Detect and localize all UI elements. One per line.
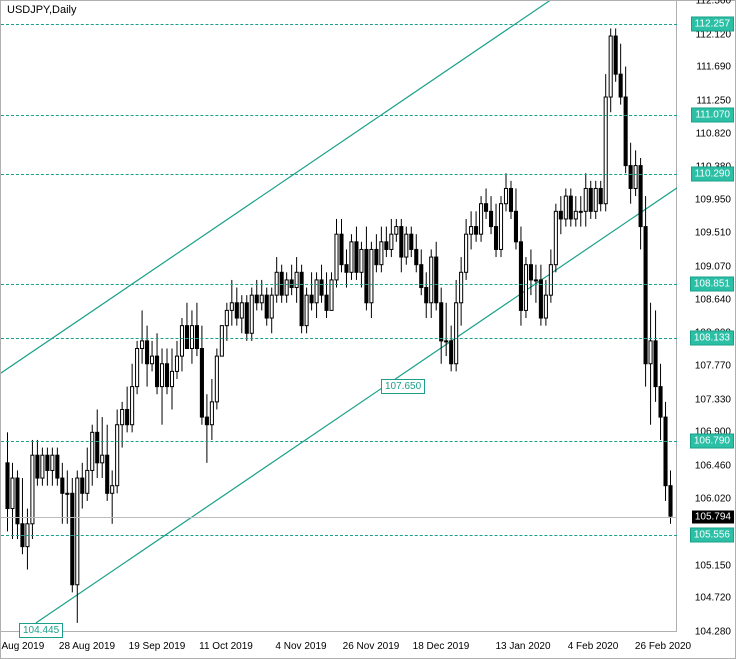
x-tick-label: 19 Sep 2019 [129, 641, 186, 652]
x-tick-label: 11 Oct 2019 [199, 641, 253, 652]
x-tick-label: 6 Aug 2019 [0, 641, 44, 652]
horizontal-level-line [1, 338, 677, 339]
y-tick-label: 105.150 [695, 560, 731, 571]
x-tick-label: 4 Feb 2020 [568, 641, 619, 652]
x-axis: 6 Aug 2019 28 Aug 2019 19 Sep 2019 11 Oct 2… [1, 630, 677, 658]
y-tick-label: 109.070 [695, 261, 731, 272]
x-tick-label: 26 Feb 2020 [635, 641, 691, 652]
y-tick-label: 106.460 [695, 460, 731, 471]
y-tick-label: 104.280 [695, 627, 731, 638]
y-tick-label: 104.720 [695, 593, 731, 604]
price-level-label: 106.790 [690, 433, 734, 448]
horizontal-level-line [1, 24, 677, 25]
y-tick-label: 107.330 [695, 394, 731, 405]
chart-plot-area[interactable]: 112.257111.070110.290108.851108.133106.7… [1, 1, 677, 632]
horizontal-level-line [1, 174, 677, 175]
chart-title: USDJPY,Daily [7, 4, 77, 16]
y-tick-label: 109.950 [695, 194, 731, 205]
price-level-label: 112.257 [691, 17, 734, 32]
chart-container: USDJPY,Daily 112.257111.070110.290108.85… [0, 0, 736, 659]
current-price-label: 105.794 [692, 510, 734, 523]
trend-line [1, 1, 621, 387]
price-level-label: 105.556 [690, 527, 734, 542]
y-tick-label: 108.640 [695, 294, 731, 305]
chart-price-label: 107.650 [381, 379, 425, 394]
x-tick-label: 26 Nov 2019 [343, 641, 400, 652]
y-tick-label: 110.820 [696, 128, 731, 139]
chart-price-label: 104.445 [19, 623, 63, 638]
chart-svg [1, 1, 677, 632]
price-level-label: 108.851 [690, 276, 734, 291]
horizontal-level-line [1, 535, 677, 536]
y-tick-label: 111.690 [696, 62, 731, 73]
horizontal-level-line [1, 441, 677, 442]
price-level-label: 108.133 [690, 331, 734, 346]
x-tick-label: 18 Dec 2019 [413, 641, 470, 652]
price-level-label: 111.070 [691, 107, 734, 122]
x-tick-label: 13 Jan 2020 [495, 641, 550, 652]
horizontal-level-line [1, 284, 677, 285]
y-tick-label: 107.770 [695, 361, 731, 372]
current-price-line [1, 517, 677, 518]
y-tick-label: 112.560 [696, 0, 731, 7]
y-tick-label: 111.250 [696, 95, 731, 106]
y-tick-label: 109.510 [695, 228, 731, 239]
x-tick-label: 28 Aug 2019 [59, 641, 115, 652]
y-tick-label: 106.020 [695, 494, 731, 505]
x-tick-label: 4 Nov 2019 [275, 641, 326, 652]
horizontal-level-line [1, 115, 677, 116]
price-level-label: 110.290 [691, 166, 734, 181]
